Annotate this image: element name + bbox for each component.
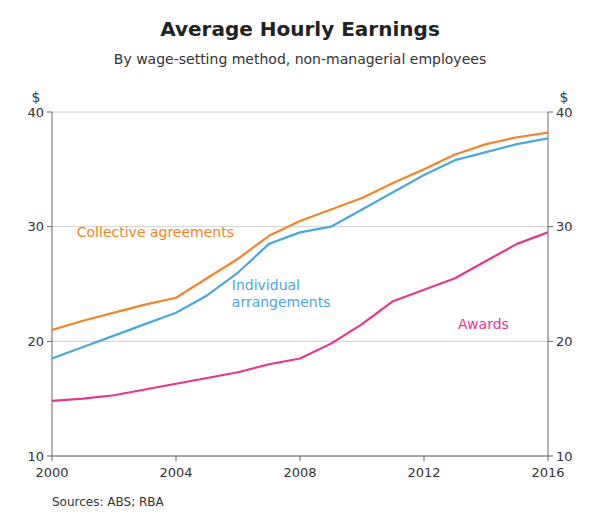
y2-tick-label: 30 xyxy=(556,219,573,234)
title: Average Hourly Earnings xyxy=(160,17,440,41)
y-tick xyxy=(47,112,52,113)
x-tick xyxy=(176,456,177,461)
axes: 200020042008201220161020304010203040 xyxy=(27,105,572,481)
y2-tick xyxy=(548,112,553,113)
y-tick-label: 20 xyxy=(27,334,44,349)
series-lines xyxy=(52,133,548,401)
chart: Average Hourly Earnings By wage-setting m… xyxy=(0,0,600,520)
grid-line xyxy=(52,341,548,342)
subtitle: By wage-setting method, non-managerial e… xyxy=(114,51,486,67)
grid-line xyxy=(52,112,548,113)
x-tick-label: 2008 xyxy=(283,465,316,480)
y-tick xyxy=(47,456,52,457)
y2-tick xyxy=(548,456,553,457)
y-tick xyxy=(47,226,52,227)
series-label: Individualarrangements xyxy=(232,277,331,310)
y-tick-label: 10 xyxy=(27,449,44,464)
x-tick-label: 2004 xyxy=(159,465,192,480)
series-line xyxy=(52,133,548,330)
y2-tick-label: 10 xyxy=(556,449,573,464)
series-label: Awards xyxy=(458,316,509,332)
y-tick-label: 30 xyxy=(27,219,44,234)
y-tick xyxy=(47,341,52,342)
x-tick xyxy=(548,456,549,461)
source: Sources: ABS; RBA xyxy=(52,495,165,509)
x-tick xyxy=(424,456,425,461)
x-tick-label: 2012 xyxy=(407,465,440,480)
series-label: Collective agreements xyxy=(77,224,234,240)
y2-axis-line xyxy=(548,112,549,456)
y-axis-line xyxy=(52,112,53,456)
x-tick-label: 2016 xyxy=(531,465,564,480)
y-axis-label: $ xyxy=(32,89,41,105)
y2-tick xyxy=(548,226,553,227)
x-tick-label: 2000 xyxy=(35,465,68,480)
y2-tick-label: 20 xyxy=(556,334,573,349)
y2-tick xyxy=(548,341,553,342)
series-line xyxy=(52,232,548,401)
y2-tick-label: 40 xyxy=(556,105,573,120)
y-tick-label: 40 xyxy=(27,105,44,120)
y2-axis-label: $ xyxy=(560,89,569,105)
x-tick xyxy=(52,456,53,461)
grid xyxy=(52,112,548,456)
series-labels: Collective agreements Individualarrangeme… xyxy=(77,224,509,332)
series-line xyxy=(52,138,548,358)
x-tick xyxy=(300,456,301,461)
